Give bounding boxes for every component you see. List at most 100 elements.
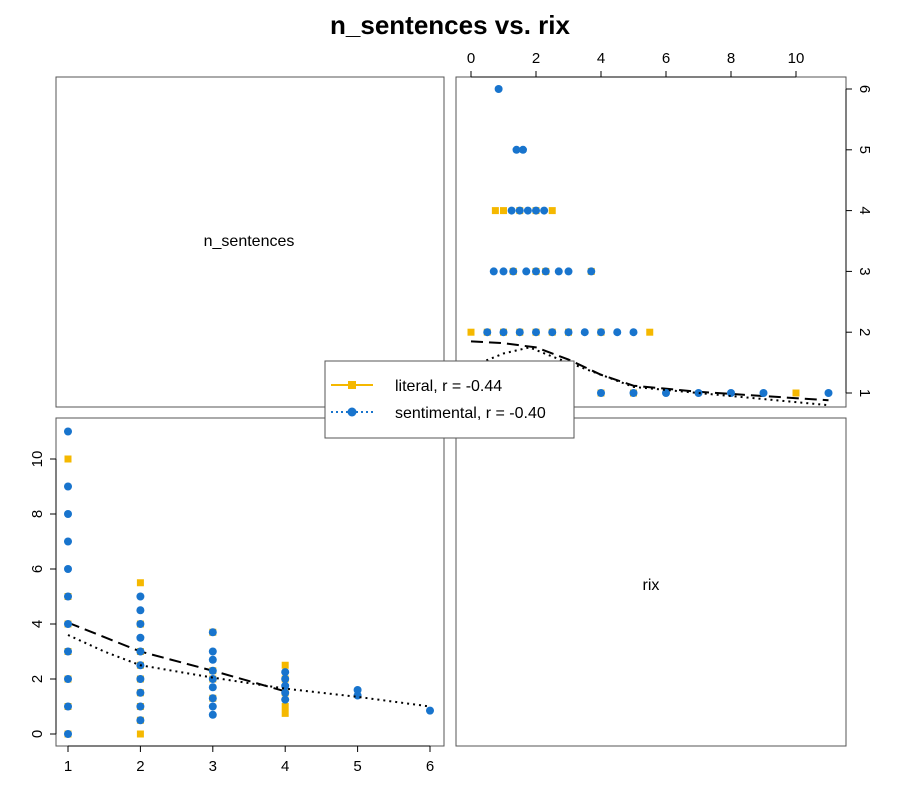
right-axis-tick-label: 3 <box>856 267 873 275</box>
point-lower-literal <box>281 709 289 717</box>
point-lower-sentimental <box>426 706 434 715</box>
point-upper-sentimental <box>727 389 735 397</box>
point-lower-sentimental <box>281 668 290 677</box>
point-upper-sentimental <box>564 328 573 337</box>
left-axis-tick-label: 10 <box>29 451 46 468</box>
point-upper-sentimental <box>662 389 670 397</box>
point-lower-sentimental <box>208 666 217 675</box>
top-axis-tick-label: 6 <box>662 50 670 67</box>
left-axis-tick-label: 0 <box>29 730 46 738</box>
point-upper-sentimental <box>509 267 518 276</box>
point-upper-sentimental <box>512 145 521 154</box>
point-upper-sentimental <box>507 206 516 215</box>
point-lower-sentimental <box>136 702 145 711</box>
bottom-axis-tick-label: 3 <box>209 758 217 775</box>
bottom-axis-tick-label: 1 <box>64 758 72 775</box>
point-upper-sentimental <box>522 267 531 276</box>
top-axis-tick-label: 4 <box>597 50 605 67</box>
point-upper-sentimental <box>541 267 550 276</box>
bottom-axis-tick-label: 4 <box>281 758 289 775</box>
point-lower-sentimental <box>64 592 72 601</box>
point-lower-sentimental <box>353 691 362 700</box>
point-lower-sentimental <box>64 702 72 711</box>
point-lower-sentimental <box>136 675 145 683</box>
left-axis-tick-label: 2 <box>29 675 46 683</box>
point-lower-sentimental <box>136 647 145 656</box>
point-lower-sentimental <box>136 592 145 601</box>
point-upper-sentimental <box>613 328 622 337</box>
point-upper-sentimental <box>824 389 833 397</box>
smooth-line-lower-sentimental <box>67 634 431 708</box>
smooth-line-lower-literal <box>67 621 286 693</box>
point-upper-sentimental <box>548 328 557 337</box>
point-lower-sentimental <box>136 688 145 697</box>
point-upper-sentimental <box>564 267 573 276</box>
panel-lower-scatter <box>55 417 445 747</box>
upper-panel-marks <box>467 85 833 407</box>
point-lower-sentimental <box>208 628 217 637</box>
legend-item-sentimental: sentimental, r = -0.40 <box>331 405 546 422</box>
point-lower-sentimental <box>136 633 145 642</box>
point-lower-sentimental <box>281 688 290 697</box>
point-lower-sentimental <box>64 647 72 656</box>
point-upper-sentimental <box>597 389 605 397</box>
legend-marker-sentimental <box>347 407 357 417</box>
top-axis-tick-label: 2 <box>532 50 540 67</box>
panel-n-sentences-label <box>55 76 445 408</box>
point-lower-sentimental <box>208 655 217 664</box>
point-lower-sentimental <box>64 675 72 683</box>
point-upper-sentimental <box>580 328 589 337</box>
chart-title: n_sentences vs. rix <box>330 10 570 40</box>
point-lower-literal <box>136 579 144 587</box>
legend-box <box>324 360 575 439</box>
point-lower-literal <box>281 661 289 669</box>
point-upper-sentimental <box>515 328 524 337</box>
lower-panel-marks <box>64 427 434 738</box>
legend-item-literal: literal, r = -0.44 <box>331 378 502 395</box>
point-upper-sentimental <box>499 328 508 337</box>
top-axis-tick-label: 0 <box>467 50 475 67</box>
point-upper-literal <box>792 389 800 397</box>
point-upper-sentimental <box>587 267 596 276</box>
point-upper-sentimental <box>694 389 703 397</box>
point-lower-sentimental <box>64 510 72 518</box>
point-lower-sentimental <box>64 730 72 738</box>
point-upper-sentimental <box>494 85 503 93</box>
right-axis-tick-label: 6 <box>856 85 873 93</box>
point-upper-sentimental <box>532 206 540 215</box>
point-lower-sentimental <box>281 695 290 704</box>
point-lower-sentimental <box>64 427 72 436</box>
diagonal-label-n-sentences: n_sentences <box>204 233 295 250</box>
bottom-axis-tick-label: 5 <box>353 758 361 775</box>
point-upper-sentimental <box>554 267 563 276</box>
point-lower-sentimental <box>64 620 72 628</box>
point-lower-literal <box>136 730 144 738</box>
left-axis-tick-label: 4 <box>29 620 46 628</box>
point-lower-sentimental <box>64 482 72 491</box>
point-lower-sentimental <box>353 686 362 694</box>
point-lower-sentimental <box>136 606 145 615</box>
point-lower-sentimental <box>64 537 72 546</box>
point-upper-sentimental <box>540 206 549 215</box>
point-upper-literal <box>548 207 556 215</box>
point-upper-literal <box>500 207 507 215</box>
point-upper-sentimental <box>629 389 638 397</box>
point-lower-sentimental <box>281 675 290 683</box>
point-upper-sentimental <box>483 328 492 337</box>
point-lower-sentimental <box>136 620 145 628</box>
diagonal-label-rix: rix <box>643 577 660 594</box>
point-lower-sentimental <box>208 683 217 692</box>
point-lower-sentimental <box>208 675 217 683</box>
point-upper-literal <box>646 328 654 336</box>
point-lower-sentimental <box>208 694 217 703</box>
bottom-axis-tick-label: 6 <box>426 758 434 775</box>
right-axis-tick-label: 5 <box>856 146 873 154</box>
point-upper-literal <box>491 207 499 215</box>
panel-rix-label <box>455 417 847 747</box>
point-upper-sentimental <box>523 206 532 215</box>
smooth-line-upper-sentimental <box>480 346 829 407</box>
right-axis-tick-label: 1 <box>856 389 873 397</box>
legend: literal, r = -0.44 sentimental, r = -0.4… <box>324 360 575 439</box>
left-axis-tick-label: 8 <box>29 510 46 518</box>
